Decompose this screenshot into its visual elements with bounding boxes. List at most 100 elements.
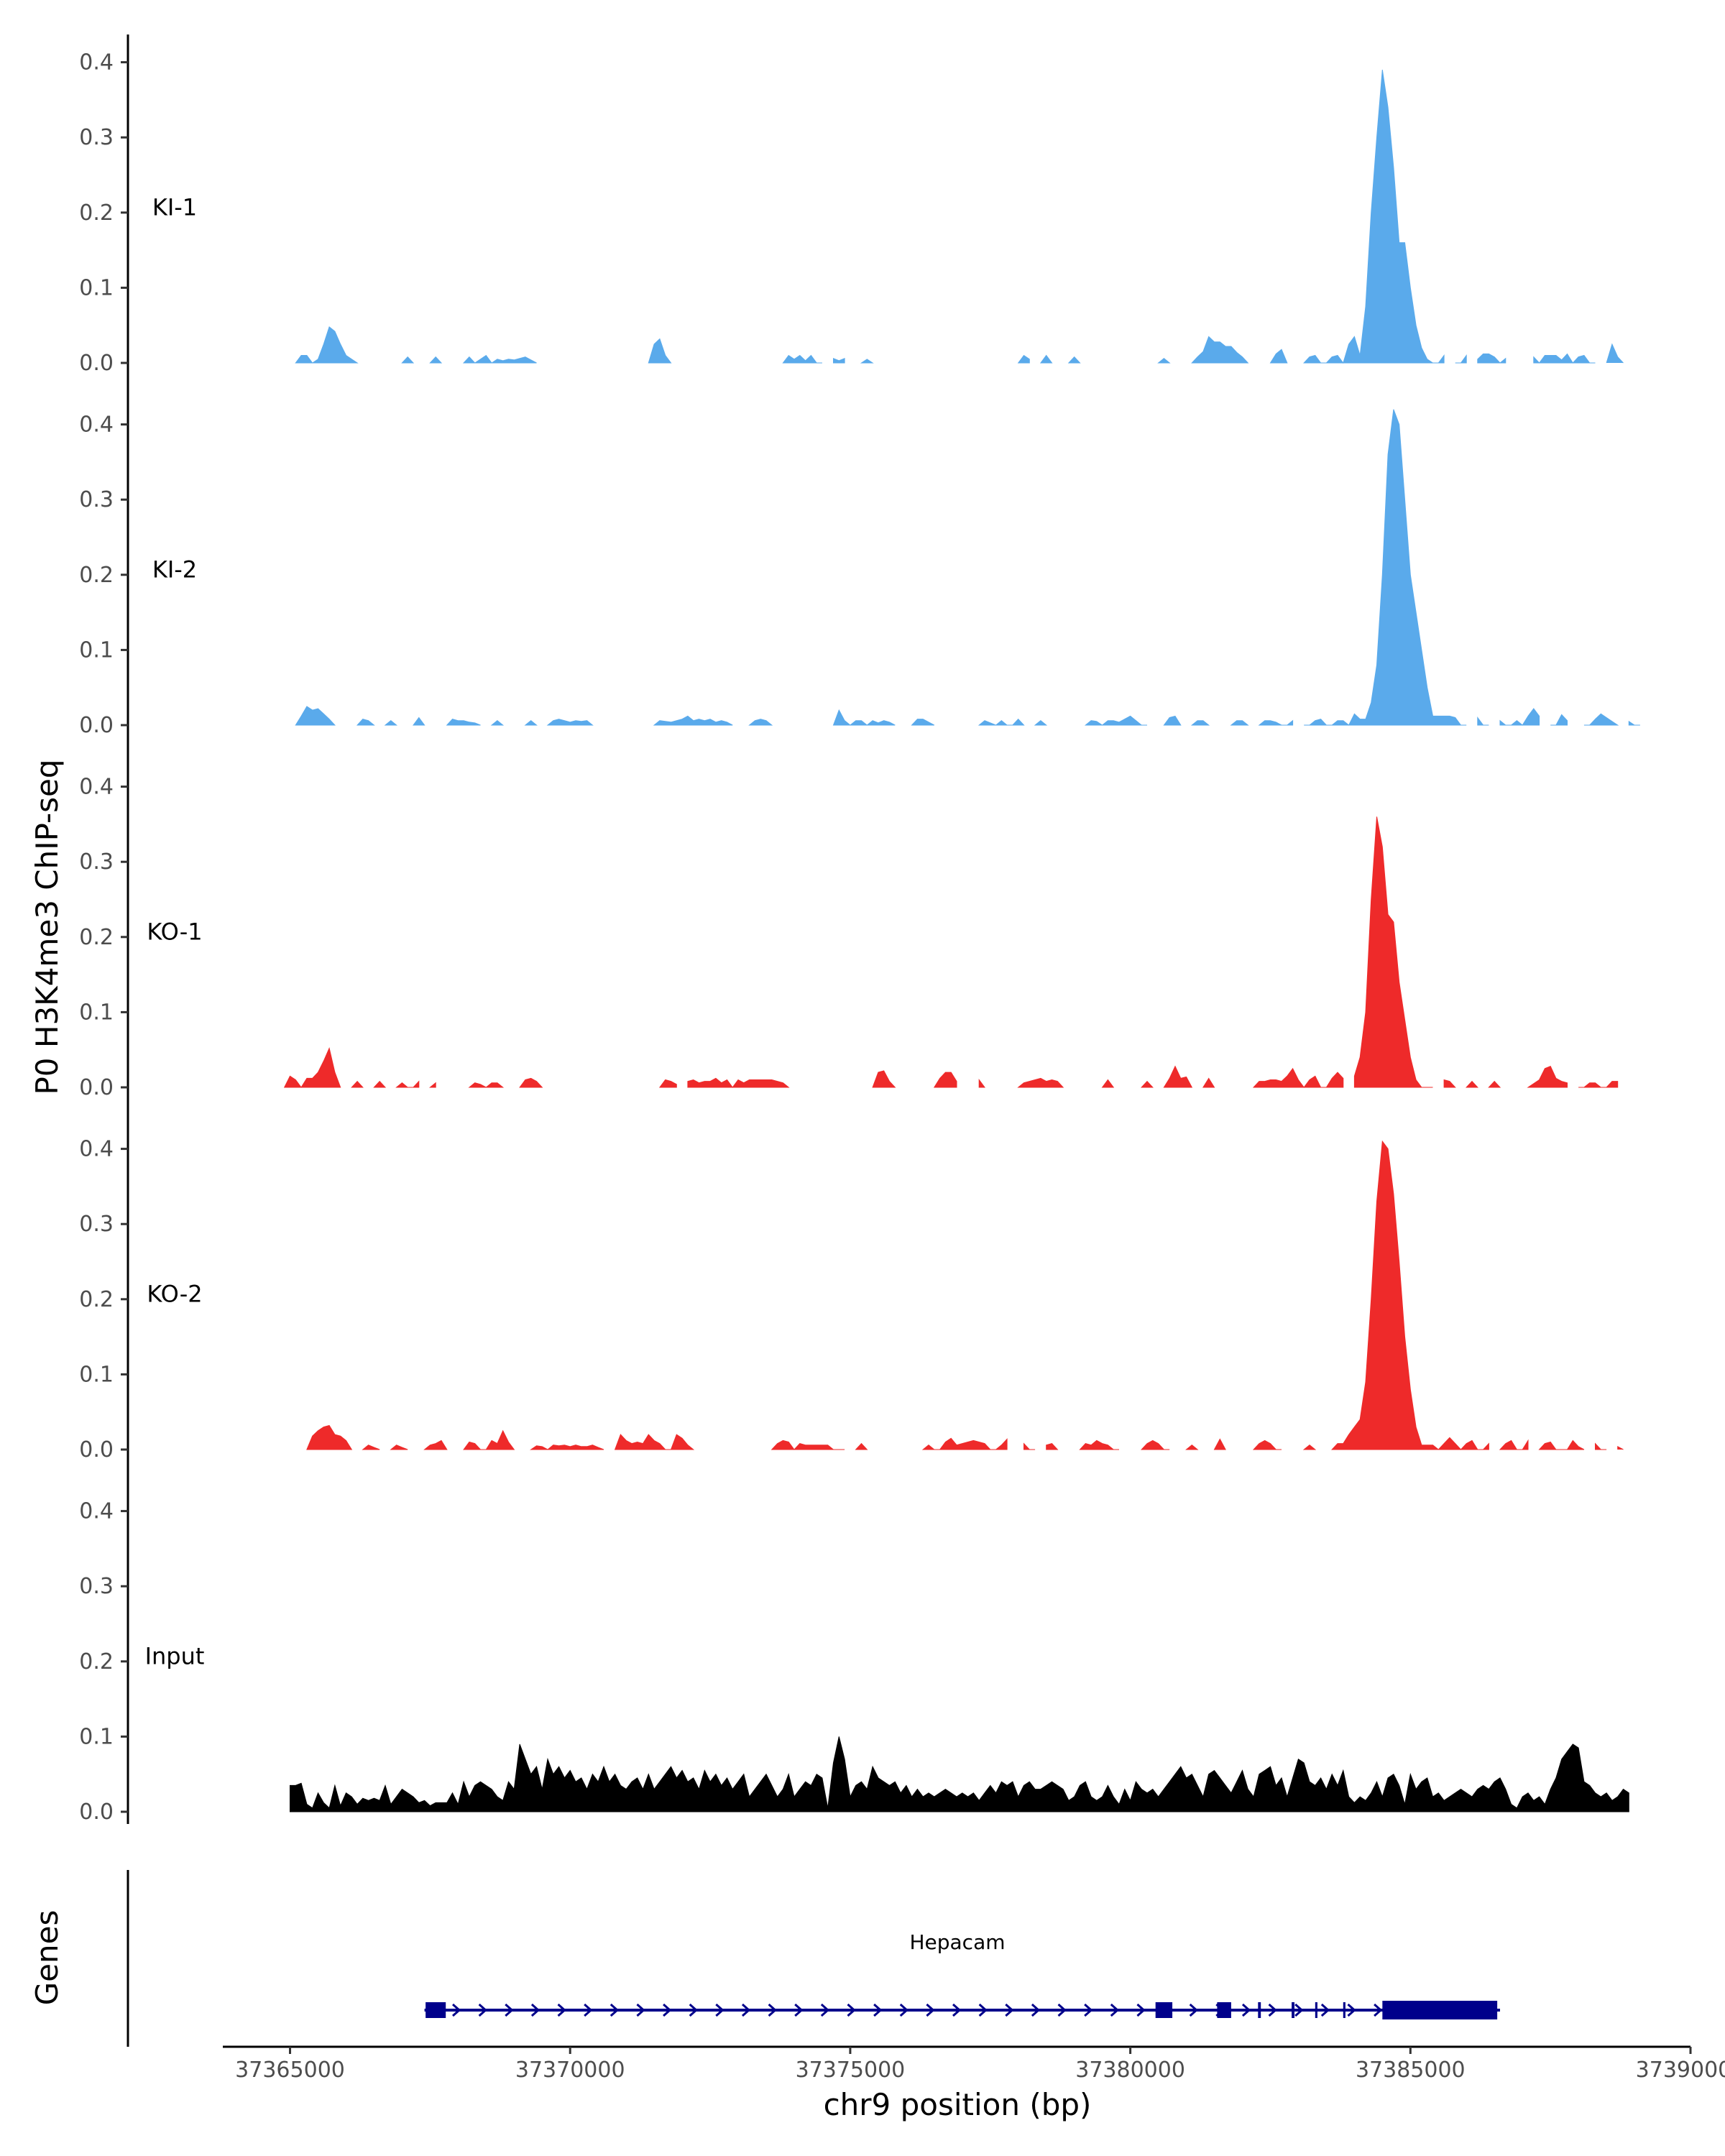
- strand-arrow-icon: [1189, 2003, 1198, 2017]
- strand-arrow-icon: [1374, 2003, 1383, 2017]
- signal-area: [1499, 1439, 1529, 1450]
- signal-area: [782, 354, 822, 364]
- signal-area: [1353, 816, 1433, 1088]
- signal-area: [1477, 353, 1506, 364]
- signal-area: [1550, 714, 1568, 726]
- x-tick-label: 37385000: [1356, 2058, 1466, 2083]
- strand-arrow-icon: [1057, 2003, 1067, 2017]
- strand-arrow-icon: [741, 2003, 751, 2017]
- y-tick-label: 0.1: [79, 275, 114, 300]
- strand-arrow-icon: [1084, 2003, 1093, 2017]
- signal-area: [356, 719, 375, 726]
- y-tick-label: 0.3: [79, 849, 114, 875]
- y-tick-label: 0.0: [79, 713, 114, 738]
- y-tick-label: 0.4: [79, 1137, 114, 1162]
- strand-arrow-icon: [478, 2003, 487, 2017]
- y-tick-label: 0.3: [79, 1212, 114, 1237]
- track-label: Input: [145, 1642, 205, 1669]
- signal-area: [658, 1079, 677, 1088]
- signal-area: [429, 356, 443, 364]
- signal-area: [1304, 409, 1467, 726]
- track-panel-input: 0.0 0.1 0.2 0.3 0.4 Input: [79, 1483, 1629, 1825]
- y-tick-label: 0.3: [79, 1574, 114, 1599]
- y-tick-label: 0.4: [79, 775, 114, 800]
- signal-area: [833, 357, 845, 364]
- signal-area: [1017, 354, 1030, 364]
- signal-area: [295, 326, 359, 364]
- gene-exon: [1292, 2002, 1294, 2018]
- strand-arrow-icon: [952, 2003, 962, 2017]
- gene-exon: [1343, 2002, 1346, 2018]
- track-panel-ki-1: 0.0 0.1 0.2 0.3 0.4 KI-1: [79, 34, 1624, 397]
- y-tick-label: 0.4: [79, 50, 114, 75]
- tracks-layer: 0.00.10.20.30.4KI-10.00.10.20.30.4KI-20.…: [79, 34, 1640, 1825]
- signal-area: [1084, 715, 1147, 726]
- track-panel-ko-1: 0.0 0.1 0.2 0.3 0.4 KO-1: [79, 759, 1619, 1122]
- x-axis: 37365000 37370000 37375000 37380000 37385000…: [223, 2045, 1725, 2083]
- strand-arrow-icon: [452, 2003, 461, 2017]
- signal-area: [306, 1424, 353, 1450]
- y-tick-label: 0.2: [79, 201, 114, 226]
- strand-arrow-icon: [1005, 2003, 1014, 2017]
- strand-arrow-icon: [505, 2003, 514, 2017]
- signal-area: [1578, 1081, 1619, 1088]
- y-tick-label: 0.1: [79, 1362, 114, 1387]
- signal-area: [462, 354, 537, 364]
- gene-exon: [1155, 2002, 1173, 2018]
- signal-area: [855, 1442, 868, 1450]
- strand-arrow-icon: [794, 2003, 804, 2017]
- signal-area: [1202, 1077, 1215, 1088]
- x-axis-title: chr9 position (bp): [824, 2087, 1092, 2122]
- signal-area: [362, 1445, 380, 1450]
- strand-arrow-icon: [1320, 2003, 1330, 2017]
- signal-area: [351, 1080, 364, 1088]
- track-panel-ko-2: 0.0 0.1 0.2 0.3 0.4 KO-2: [79, 1121, 1624, 1484]
- strand-arrow-icon: [1136, 2003, 1146, 2017]
- signal-area: [1163, 1065, 1193, 1088]
- y-tick-label: 0.2: [79, 925, 114, 950]
- signal-area: [1533, 353, 1596, 364]
- signal-area: [653, 715, 733, 726]
- signal-area: [911, 719, 935, 726]
- signal-area: [490, 720, 505, 726]
- signal-area: [1527, 1066, 1568, 1088]
- signal-area: [978, 718, 1025, 726]
- x-tick-label: 37370000: [515, 2058, 625, 2083]
- strand-arrow-icon: [1268, 2003, 1277, 2017]
- y-tick-label: 0.0: [79, 1437, 114, 1462]
- signal-area: [373, 1080, 387, 1088]
- strand-arrow-icon: [530, 2003, 540, 2017]
- signal-area: [1466, 1080, 1478, 1088]
- y-tick-label: 0.1: [79, 1724, 114, 1749]
- signal-area: [1046, 1443, 1059, 1450]
- signal-area: [1628, 720, 1640, 726]
- track-panel-ki-2: 0.0 0.1 0.2 0.3 0.4 KI-2: [79, 397, 1640, 760]
- signal-area: [1252, 1067, 1344, 1088]
- signal-area: [860, 359, 874, 364]
- signal-area: [1191, 336, 1249, 364]
- signal-area: [1141, 1439, 1170, 1450]
- signal-area: [1163, 715, 1182, 726]
- signal-area: [401, 356, 415, 364]
- signal-area: [1499, 708, 1540, 726]
- signal-area: [290, 1736, 1629, 1812]
- strand-arrow-icon: [1110, 2003, 1120, 2017]
- strand-arrow-icon: [689, 2003, 698, 2017]
- signal-area: [1190, 720, 1210, 726]
- signal-area: [1067, 356, 1081, 364]
- signal-area: [1595, 1442, 1607, 1450]
- signal-area: [1258, 719, 1294, 726]
- signal-area: [614, 1434, 695, 1450]
- gene-exon: [1217, 2002, 1231, 2018]
- signal-area: [921, 1437, 1008, 1450]
- signal-area: [1617, 1445, 1624, 1450]
- strand-arrow-icon: [1241, 2003, 1251, 2017]
- signal-area: [1017, 1077, 1064, 1088]
- track-label: KO-2: [147, 1280, 202, 1307]
- signal-area: [384, 720, 398, 726]
- gene-exon: [1258, 2002, 1261, 2018]
- y-tick-label: 0.0: [79, 351, 114, 376]
- y-tick-label: 0.2: [79, 1649, 114, 1674]
